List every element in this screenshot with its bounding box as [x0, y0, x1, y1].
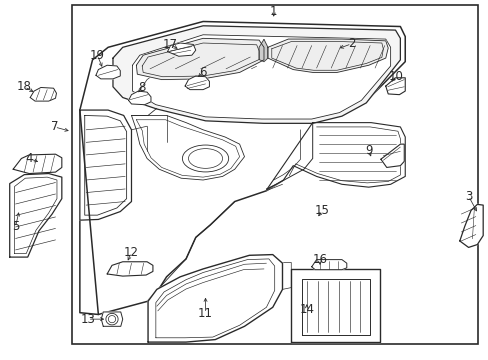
Text: 16: 16	[312, 253, 327, 266]
Text: 14: 14	[299, 303, 314, 316]
Text: 9: 9	[364, 144, 372, 157]
Polygon shape	[132, 35, 390, 119]
Text: 6: 6	[199, 66, 206, 79]
Polygon shape	[13, 154, 61, 174]
Polygon shape	[380, 144, 404, 167]
Text: 15: 15	[314, 204, 329, 217]
Text: 18: 18	[17, 80, 32, 93]
Polygon shape	[131, 116, 244, 180]
Polygon shape	[96, 65, 120, 79]
Text: 1: 1	[269, 5, 277, 18]
Polygon shape	[167, 43, 195, 56]
Text: 7: 7	[51, 121, 58, 134]
Polygon shape	[10, 174, 61, 257]
Text: 13: 13	[80, 312, 95, 326]
Polygon shape	[128, 91, 151, 105]
Text: 11: 11	[198, 307, 213, 320]
Polygon shape	[385, 78, 405, 95]
Text: 12: 12	[124, 246, 139, 259]
Polygon shape	[148, 255, 282, 342]
Polygon shape	[136, 39, 264, 80]
Text: 3: 3	[464, 190, 471, 203]
Text: 17: 17	[163, 38, 178, 51]
Polygon shape	[459, 204, 482, 247]
Bar	[71, 5, 477, 344]
Text: 4: 4	[25, 152, 33, 165]
Polygon shape	[30, 87, 56, 101]
Text: 19: 19	[90, 49, 105, 62]
Polygon shape	[101, 312, 122, 326]
Polygon shape	[80, 22, 405, 315]
Polygon shape	[266, 123, 405, 190]
Text: 2: 2	[347, 37, 355, 50]
Polygon shape	[107, 262, 153, 276]
Polygon shape	[291, 269, 379, 342]
Text: 5: 5	[12, 220, 19, 233]
Text: 10: 10	[388, 69, 403, 82]
Polygon shape	[184, 76, 209, 90]
Text: 8: 8	[138, 81, 145, 94]
Polygon shape	[80, 110, 131, 220]
Polygon shape	[113, 26, 400, 123]
Polygon shape	[259, 40, 267, 62]
Polygon shape	[311, 260, 346, 270]
Polygon shape	[267, 39, 387, 72]
